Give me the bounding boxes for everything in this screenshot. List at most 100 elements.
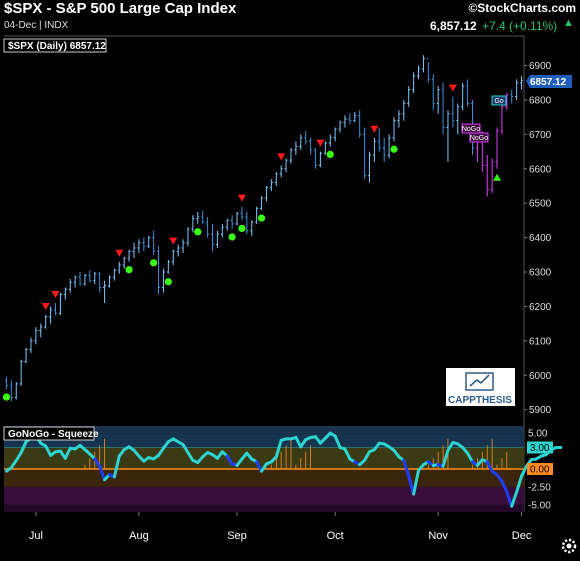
chart-subtitle: 04-Dec | INDX [4, 20, 69, 31]
watermark-logo: CAPPTHESIS [446, 368, 515, 406]
price-bar [284, 158, 288, 173]
go-signal-dot [125, 266, 133, 274]
price-bar [186, 227, 190, 247]
price-bar [137, 239, 141, 254]
price-bar [421, 55, 425, 73]
price-bar [147, 235, 151, 248]
price-bar [490, 158, 494, 193]
squeeze-zone [4, 504, 524, 512]
price-bar [377, 127, 381, 152]
squeeze-line-segment [402, 458, 411, 478]
month-label: Jul [29, 530, 43, 542]
price-bar [29, 337, 33, 353]
squeeze-zone [4, 486, 524, 505]
price-bar [161, 268, 165, 293]
price-bar [274, 172, 278, 186]
squeeze-line-segment [98, 464, 107, 482]
price-bar [353, 111, 357, 123]
squeeze-line-segment [343, 447, 352, 461]
price-bar [142, 237, 146, 252]
price-bar [299, 134, 303, 150]
price-axis-tick: 6800 [529, 95, 552, 106]
up-arrow-icon: ▲ [563, 17, 574, 29]
price-bar [446, 110, 450, 162]
squeeze-axis-tick: 3.00 [530, 443, 550, 454]
price-bar [191, 215, 195, 233]
price-bar [127, 249, 131, 262]
go-signal-dot [150, 259, 158, 267]
go-signal-dot [257, 214, 266, 222]
price-bar [412, 72, 416, 94]
price-bar [68, 278, 72, 293]
price-bar [24, 347, 28, 364]
price-bar [157, 246, 161, 295]
price-bar [333, 127, 337, 142]
squeeze-line-segment [181, 443, 190, 455]
price-bar [343, 115, 347, 128]
squeeze-zone [4, 433, 524, 448]
price-bar [323, 141, 327, 156]
price-bar [451, 96, 455, 128]
squeeze-line-segment [294, 435, 303, 449]
price-bar [417, 65, 421, 80]
price-bar [358, 110, 362, 138]
price-bar [73, 275, 77, 288]
price-bar [63, 287, 67, 300]
price-bar [304, 130, 308, 145]
squeeze-axis-tick: 5.00 [528, 429, 548, 440]
price-bar [240, 206, 244, 221]
axes: 5900 6000 6100 6200 6300 6400 6500 6600 6700 6800… [29, 61, 553, 542]
month-label: Nov [428, 530, 448, 542]
price-bar [382, 137, 386, 162]
price-bar [117, 261, 121, 274]
go-signal-dot [2, 393, 11, 401]
price-bar [166, 259, 170, 274]
price-axis-tick: 6200 [529, 302, 552, 313]
price-bar [387, 134, 391, 159]
price-bar [225, 218, 229, 231]
price-bar [264, 185, 268, 202]
price-bar [520, 75, 524, 90]
squeeze-line-segment [44, 444, 53, 457]
price-bar [510, 89, 514, 104]
price-panel [4, 35, 525, 512]
price-bar [402, 99, 406, 121]
squeeze-line-segment [19, 440, 28, 455]
squeeze-line-segment [112, 454, 121, 479]
signal-marks [2, 84, 502, 401]
price-bar [338, 120, 342, 133]
squeeze-zone [4, 469, 524, 487]
price-bar [279, 165, 283, 178]
price-bar [269, 179, 273, 192]
price-axis-tick: 6600 [529, 164, 552, 175]
go-signal-dot [326, 150, 334, 159]
squeeze-line-segment [510, 490, 519, 508]
price-bar [107, 275, 111, 288]
price-bar [431, 74, 435, 111]
price-legend: $SPX (Daily) 6857.12 [8, 41, 106, 52]
buy-triangle-icon [493, 173, 502, 181]
sell-triangle-icon [51, 290, 60, 298]
price-axis-tick: 6000 [529, 371, 552, 382]
settings-gear-icon[interactable] [561, 538, 577, 554]
stockcharts-logo[interactable]: ©StockCharts.com [468, 1, 576, 15]
price-bar [235, 211, 239, 226]
gonogo-squeeze-panel [4, 426, 563, 512]
price-bar [14, 382, 18, 400]
price-bar [348, 113, 352, 125]
price-bar [93, 272, 97, 285]
last-price: 6,857.12 [430, 19, 477, 33]
squeeze-axis-tick: 0.00 [530, 465, 550, 476]
price-axis-tick: 6100 [529, 336, 552, 347]
sell-triangle-icon [448, 84, 457, 92]
squeeze-value-tag [527, 441, 553, 454]
price-bar [230, 215, 234, 229]
price-bar [505, 93, 509, 111]
squeeze-line-segment [14, 451, 23, 462]
month-label: Aug [129, 530, 149, 542]
month-label: Sep [227, 530, 247, 542]
price-bar [461, 82, 465, 111]
squeeze-line-segment [446, 440, 455, 452]
sell-triangle-icon [316, 139, 325, 147]
sell-triangle-icon [237, 194, 246, 202]
